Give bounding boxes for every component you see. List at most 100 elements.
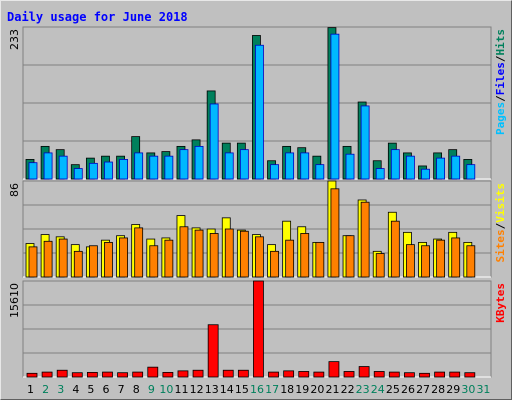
bar-kbytes-day-1 bbox=[26, 372, 38, 378]
bar-files-day-5 bbox=[88, 162, 98, 180]
bar-sites-day-6 bbox=[104, 241, 113, 278]
x-tick-label: 8 bbox=[133, 383, 140, 396]
x-tick-label: 3 bbox=[57, 383, 64, 396]
x-tick-label: 6 bbox=[103, 383, 110, 396]
bar-sites-day-27 bbox=[421, 245, 430, 278]
bar-files-day-21 bbox=[330, 33, 340, 180]
x-tick-label: 7 bbox=[118, 383, 125, 396]
bar-files-day-17 bbox=[270, 164, 279, 180]
x-tick-label: 5 bbox=[87, 383, 94, 396]
bar-files-day-23 bbox=[360, 105, 370, 180]
bar-sites-day-26 bbox=[406, 244, 415, 278]
bar-sites-day-16 bbox=[255, 236, 264, 278]
bar-sites-day-13 bbox=[209, 233, 219, 278]
bar-kbytes-day-21 bbox=[328, 361, 340, 378]
bar-sites-day-1 bbox=[28, 246, 38, 278]
bar-kbytes-day-27 bbox=[419, 372, 430, 378]
bar-kbytes-day-29 bbox=[449, 371, 461, 378]
bar-sites-day-17 bbox=[270, 250, 279, 278]
x-tick-label: 25 bbox=[386, 383, 400, 396]
bar-sites-day-7 bbox=[119, 237, 128, 278]
bar-sites-day-5 bbox=[88, 245, 98, 278]
bar-kbytes-day-23 bbox=[358, 366, 370, 378]
bar-kbytes-day-18 bbox=[283, 370, 295, 378]
x-tick-label: 30 bbox=[461, 383, 475, 396]
bar-kbytes-day-16 bbox=[253, 280, 264, 378]
bar-files-day-22 bbox=[345, 153, 355, 180]
x-tick-label: 29 bbox=[446, 383, 460, 396]
bar-files-day-1 bbox=[28, 162, 38, 180]
bar-sites-day-18 bbox=[285, 239, 295, 278]
bar-sites-day-8 bbox=[134, 227, 144, 278]
bar-files-day-14 bbox=[224, 152, 234, 180]
bar-kbytes-day-30 bbox=[464, 372, 476, 378]
bar-sites-day-2 bbox=[43, 240, 53, 278]
x-tick-label: 16 bbox=[250, 383, 264, 396]
x-tick-label: 28 bbox=[431, 383, 445, 396]
x-tick-label: 27 bbox=[416, 383, 430, 396]
bar-sites-day-24 bbox=[375, 253, 385, 278]
bar-files-day-6 bbox=[104, 161, 113, 180]
legend-entry: Hits bbox=[494, 29, 507, 56]
x-tick-label: 26 bbox=[401, 383, 415, 396]
bar-kbytes-day-13 bbox=[207, 324, 219, 378]
legend-entry: / bbox=[494, 222, 507, 229]
legend-entry: / bbox=[494, 55, 507, 62]
bar-files-day-26 bbox=[406, 155, 415, 180]
legend-visits: Sites/Visits bbox=[494, 183, 507, 263]
bar-sites-day-28 bbox=[436, 239, 446, 278]
bar-sites-day-10 bbox=[164, 239, 174, 278]
bar-sites-day-23 bbox=[360, 201, 370, 278]
bar-files-day-18 bbox=[285, 152, 295, 180]
x-tick-label: 1 bbox=[27, 383, 34, 396]
bar-files-day-30 bbox=[466, 164, 476, 180]
legend-entry: / bbox=[494, 95, 507, 102]
x-tick-label: 2 bbox=[42, 383, 49, 396]
bar-files-day-7 bbox=[119, 159, 128, 180]
bar-sites-day-25 bbox=[390, 220, 400, 278]
x-tick-label: 21 bbox=[325, 383, 339, 396]
bar-kbytes-day-11 bbox=[177, 370, 189, 378]
bar-kbytes-day-2 bbox=[41, 371, 53, 378]
legend-kbytes: KBytes bbox=[494, 283, 507, 323]
x-tick-label: 17 bbox=[265, 383, 279, 396]
bar-kbytes-day-14 bbox=[222, 369, 234, 378]
bar-files-day-4 bbox=[73, 168, 83, 180]
bar-files-day-29 bbox=[451, 155, 461, 180]
bar-kbytes-day-12 bbox=[192, 369, 204, 378]
bar-kbytes-day-9 bbox=[147, 366, 159, 378]
bar-sites-day-20 bbox=[315, 241, 325, 278]
bar-files-day-28 bbox=[436, 157, 446, 180]
x-tick-label: 18 bbox=[280, 383, 294, 396]
x-tick-label: 20 bbox=[310, 383, 324, 396]
bar-kbytes-day-6 bbox=[102, 371, 113, 378]
bar-files-day-15 bbox=[239, 149, 249, 180]
bar-kbytes-day-4 bbox=[71, 372, 83, 378]
y-max-label: 15610 bbox=[8, 283, 21, 318]
x-tick-label: 9 bbox=[148, 383, 155, 396]
bar-files-day-10 bbox=[164, 155, 174, 180]
bar-files-day-20 bbox=[315, 164, 325, 180]
bar-kbytes-day-22 bbox=[343, 371, 355, 378]
bar-kbytes-day-8 bbox=[132, 371, 144, 378]
x-tick-label: 24 bbox=[371, 383, 385, 396]
bar-sites-day-30 bbox=[466, 245, 476, 278]
bar-kbytes-day-3 bbox=[56, 369, 68, 378]
bar-files-day-25 bbox=[390, 149, 400, 180]
bar-sites-day-3 bbox=[58, 238, 68, 278]
legend-entry: KBytes bbox=[494, 283, 507, 323]
legend-entry: Visits bbox=[494, 183, 507, 223]
bar-sites-day-29 bbox=[451, 237, 461, 278]
bar-kbytes-day-15 bbox=[237, 369, 249, 378]
legend-entry: Files bbox=[494, 62, 507, 95]
bar-sites-day-15 bbox=[239, 230, 249, 278]
x-tick-label: 11 bbox=[175, 383, 189, 396]
bar-sites-day-4 bbox=[73, 250, 83, 278]
bar-sites-day-21 bbox=[330, 188, 340, 278]
bar-kbytes-day-5 bbox=[86, 371, 98, 378]
bar-kbytes-day-25 bbox=[388, 371, 400, 378]
bar-files-day-2 bbox=[43, 152, 53, 180]
bar-files-day-27 bbox=[421, 168, 430, 180]
x-tick-label: 10 bbox=[159, 383, 173, 396]
